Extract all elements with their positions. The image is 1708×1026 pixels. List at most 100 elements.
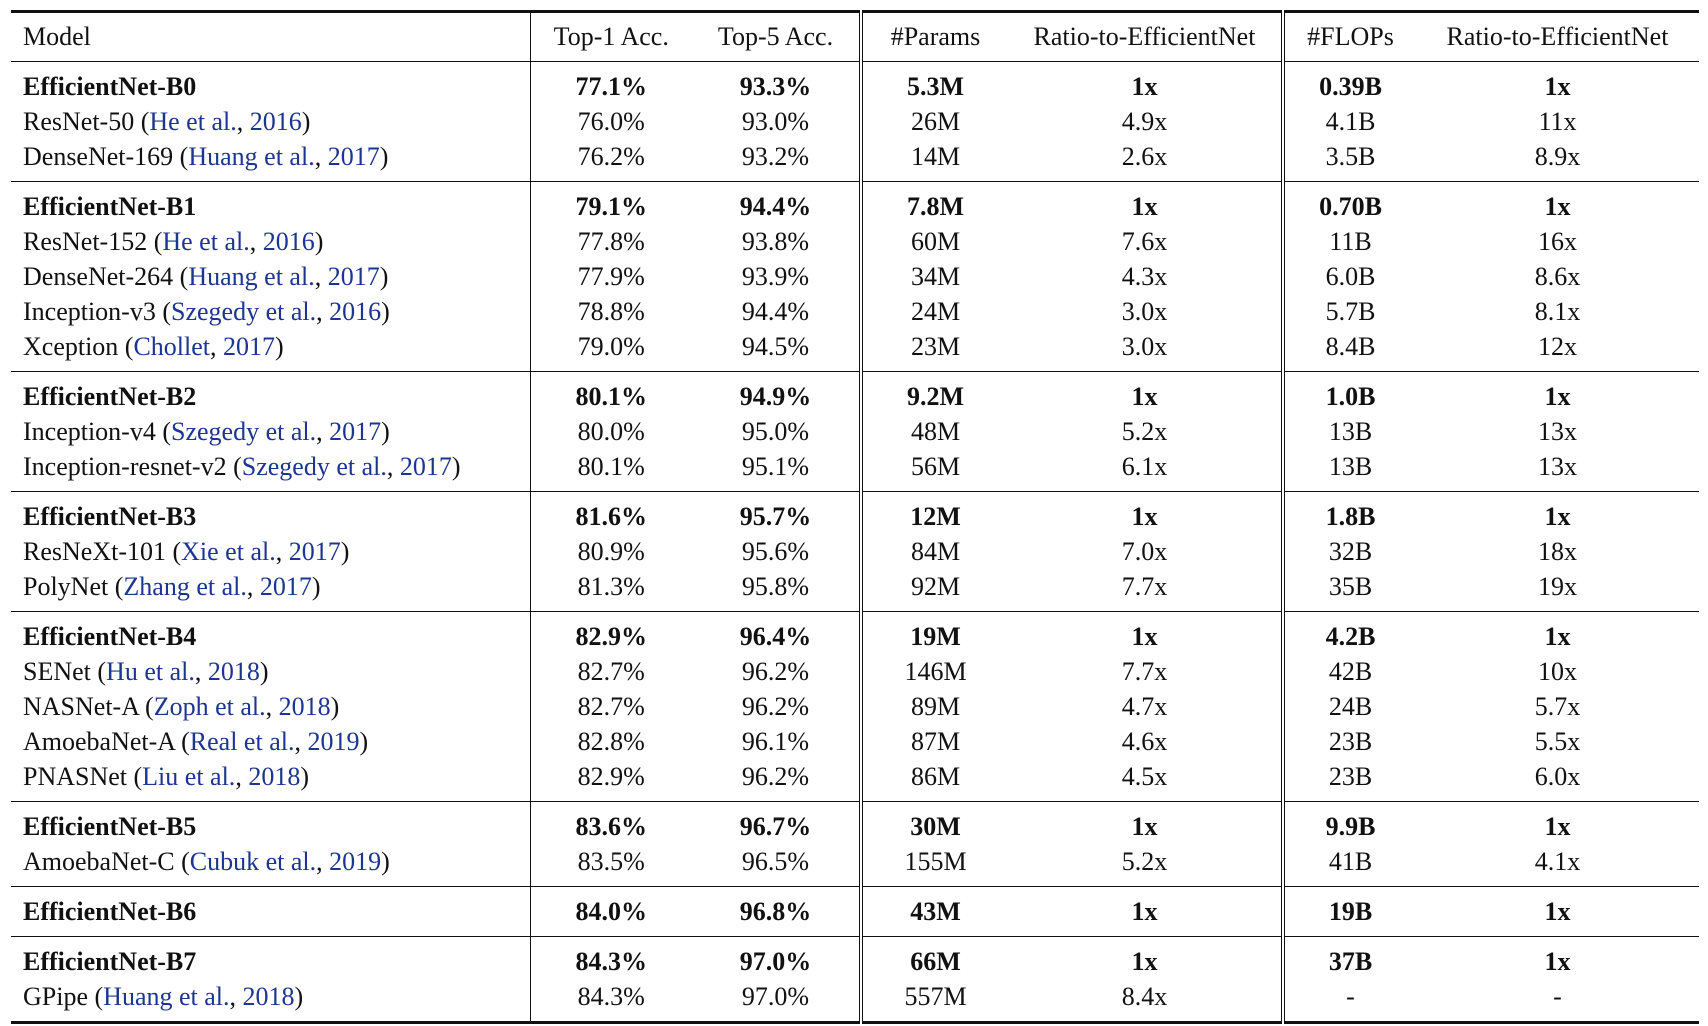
- citation-link[interactable]: Chollet: [133, 331, 211, 361]
- model-name: ): [294, 981, 304, 1011]
- model-name: Inception-resnet-v2 (: [23, 451, 242, 481]
- params-ratio: 1x: [1008, 181, 1285, 224]
- citation-link[interactable]: 2017: [288, 536, 341, 566]
- flops: 13B: [1328, 451, 1373, 481]
- model-name: PNASNet (: [23, 761, 143, 791]
- citation-link[interactable]: 2016: [329, 296, 382, 326]
- citation-link[interactable]: Szegedy et al.: [171, 296, 317, 326]
- model-name: ResNet-152 (: [23, 226, 163, 256]
- top1-acc: 83.5%: [577, 846, 645, 876]
- model-name: ,: [236, 106, 250, 136]
- model-name: ,: [316, 846, 330, 876]
- citation-link[interactable]: Huang et al.: [103, 981, 230, 1011]
- model-name: AmoebaNet-A (: [23, 726, 190, 756]
- params: 146M: [904, 656, 967, 686]
- model-name: PolyNet (: [23, 571, 124, 601]
- model-row: Xception (Chollet, 2017) 79.0% 94.5% 23M 3.0…: [11, 329, 1699, 372]
- citation-link[interactable]: Cubuk et al.: [189, 846, 317, 876]
- model-row: EfficientNet-B6 84.0% 96.8% 43M 1x 19B 1x: [11, 886, 1699, 937]
- params: 7.8M: [906, 191, 965, 221]
- model-cell: NASNet-A (Zoph et al., 2018): [11, 689, 531, 724]
- citation-link[interactable]: Szegedy et al.: [241, 451, 387, 481]
- citation-link[interactable]: 2017: [399, 451, 452, 481]
- citation-link[interactable]: 2017: [327, 261, 380, 291]
- model-name: SENet (: [23, 656, 107, 686]
- model-row: DenseNet-264 (Huang et al., 2017) 77.9% 93…: [11, 259, 1699, 294]
- top5-acc: 96.2%: [692, 689, 863, 724]
- flops: 11B: [1329, 226, 1372, 256]
- top5-acc: 93.8%: [692, 224, 863, 259]
- citation-link[interactable]: Zoph et al.: [153, 691, 266, 721]
- model-row: EfficientNet-B4 82.9% 96.4% 19M 1x 4.2B 1x: [11, 611, 1699, 654]
- column-header: Ratio-to-EfficientNet: [1008, 11, 1285, 62]
- top1-acc: 82.9%: [575, 621, 648, 651]
- citation-link[interactable]: 2018: [278, 691, 331, 721]
- params-ratio: 1x: [1008, 801, 1285, 844]
- citation-link[interactable]: Liu et al.: [142, 761, 236, 791]
- params-ratio: 4.6x: [1008, 724, 1285, 759]
- model-name: ,: [275, 536, 289, 566]
- params-ratio: 7.6x: [1008, 224, 1285, 259]
- citation-link[interactable]: 2017: [329, 416, 382, 446]
- params-ratio: 7.7x: [1008, 569, 1285, 612]
- flops: 32B: [1328, 536, 1373, 566]
- citation-link[interactable]: Szegedy et al.: [171, 416, 317, 446]
- citation-link[interactable]: 2018: [248, 761, 301, 791]
- citation-link[interactable]: Xie et al.: [181, 536, 276, 566]
- model-name: ): [340, 536, 350, 566]
- flops: 6.0B: [1325, 261, 1376, 291]
- citation-link[interactable]: 2016: [262, 226, 315, 256]
- flops-ratio: 8.9x: [1534, 141, 1581, 171]
- model-row: AmoebaNet-C (Cubuk et al., 2019) 83.5% 96.…: [11, 844, 1699, 887]
- model-name: EfficientNet-B1: [23, 191, 197, 221]
- citation-link[interactable]: Huang et al.: [188, 141, 315, 171]
- citation-link[interactable]: 2017: [327, 141, 380, 171]
- top5-acc: 95.0%: [692, 414, 863, 449]
- flops-ratio: 6.0x: [1534, 761, 1581, 791]
- params: 155M: [904, 846, 967, 876]
- flops-ratio: 5.5x: [1534, 726, 1581, 756]
- params: 87M: [910, 726, 961, 756]
- params: 23M: [910, 331, 961, 361]
- model-cell: SENet (Hu et al., 2018): [11, 654, 531, 689]
- citation-link[interactable]: He et al.: [149, 106, 237, 136]
- top1-acc: 82.9%: [577, 761, 645, 791]
- params-ratio: 4.5x: [1008, 759, 1285, 802]
- model-name: ,: [265, 691, 279, 721]
- citation-link[interactable]: 2018: [242, 981, 295, 1011]
- top1-acc: 84.0%: [575, 896, 648, 926]
- citation-link[interactable]: 2016: [249, 106, 302, 136]
- model-row: NASNet-A (Zoph et al., 2018) 82.7% 96.2% 89…: [11, 689, 1699, 724]
- params-ratio: 4.9x: [1008, 104, 1285, 139]
- citation-link[interactable]: Huang et al.: [188, 261, 315, 291]
- column-header: #FLOPs: [1283, 11, 1416, 62]
- citation-link[interactable]: He et al.: [162, 226, 250, 256]
- params-ratio: 3.0x: [1008, 329, 1285, 372]
- top1-acc: 79.1%: [575, 191, 648, 221]
- model-cell: PNASNet (Liu et al., 2018): [11, 759, 531, 802]
- params: 19M: [910, 621, 961, 651]
- params-ratio: 8.4x: [1008, 979, 1285, 1023]
- params-ratio: 1x: [1008, 611, 1285, 654]
- model-name: ): [379, 261, 389, 291]
- citation-link[interactable]: Real et al.: [189, 726, 295, 756]
- model-row: EfficientNet-B3 81.6% 95.7% 12M 1x 1.8B 1x: [11, 491, 1699, 534]
- params-ratio: 5.2x: [1008, 844, 1285, 887]
- params-ratio: 1x: [1008, 886, 1285, 937]
- flops-ratio: 1x: [1544, 191, 1571, 221]
- params-ratio: 6.1x: [1008, 449, 1285, 492]
- citation-link[interactable]: Hu et al.: [106, 656, 195, 686]
- params: 30M: [910, 811, 961, 841]
- citation-link[interactable]: 2017: [223, 331, 276, 361]
- params-ratio: 3.0x: [1008, 294, 1285, 329]
- citation-link[interactable]: 2019: [307, 726, 360, 756]
- citation-link[interactable]: 2019: [329, 846, 382, 876]
- citation-link[interactable]: 2017: [259, 571, 312, 601]
- citation-link[interactable]: Zhang et al.: [123, 571, 247, 601]
- flops-ratio: 19x: [1538, 571, 1577, 601]
- row-group: EfficientNet-B0 77.1% 93.3% 5.3M 1x 0.39B 1x Re…: [11, 61, 1699, 182]
- model-cell: AmoebaNet-A (Real et al., 2019): [11, 724, 531, 759]
- model-name: ,: [294, 726, 308, 756]
- citation-link[interactable]: 2018: [207, 656, 260, 686]
